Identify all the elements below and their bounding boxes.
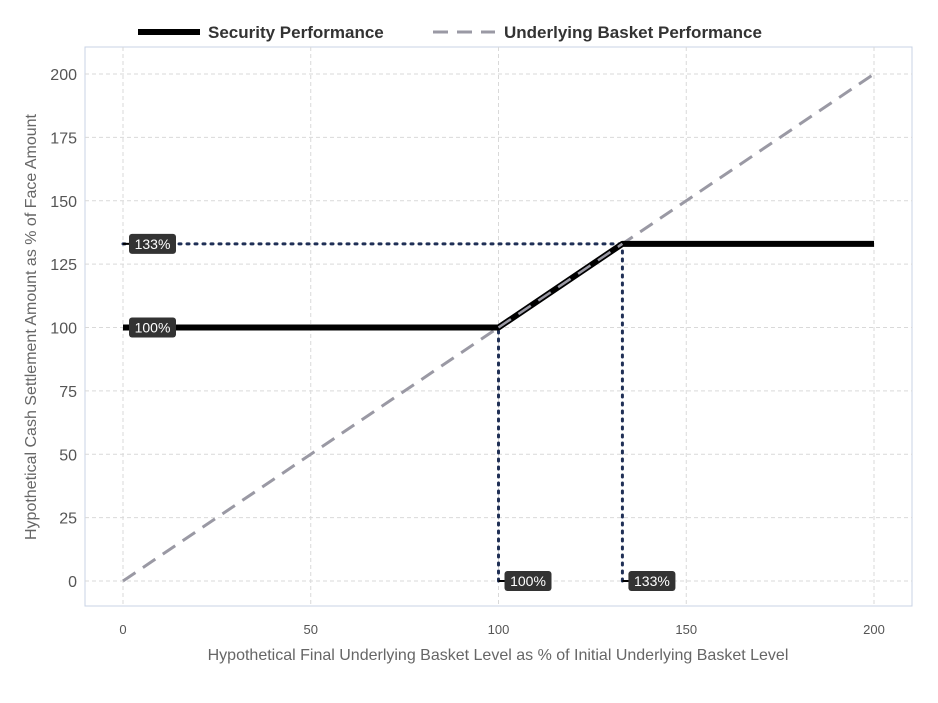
x-tick-label: 150 — [675, 622, 697, 637]
series-line-basket — [122, 72, 875, 583]
tick-labels: 0 25 50 75 100 125 150 175 200 0 50 100 150 200 — [50, 67, 885, 637]
y-tick-label: 75 — [59, 384, 77, 401]
x-axis-title: Hypothetical Final Underlying Basket Lev… — [208, 647, 789, 664]
annotation-label: 133% — [634, 573, 670, 589]
annotation-box — [628, 571, 676, 591]
x-tick-label: 100 — [488, 622, 510, 637]
legend-label-security: Security Performance — [208, 23, 384, 42]
annotation-label: 100% — [510, 573, 546, 589]
y-tick-label: 0 — [68, 574, 77, 591]
legend: Security Performance Underlying Basket P… — [138, 23, 762, 42]
y-tick-label: 200 — [50, 67, 77, 84]
legend-label-basket: Underlying Basket Performance — [504, 23, 762, 42]
x-tick-label: 0 — [119, 622, 126, 637]
series-overlap-basket — [497, 242, 624, 329]
reference-lines — [121, 242, 624, 583]
y-tick-label: 100 — [50, 321, 77, 338]
annotation-label: 100% — [135, 320, 171, 336]
x-tick-label: 200 — [863, 622, 885, 637]
y-tick-label: 50 — [59, 447, 77, 464]
annotations: 133% 100% 100% 133% — [123, 233, 676, 591]
y-tick-label: 150 — [50, 194, 77, 211]
y-tick-label: 175 — [50, 130, 77, 147]
x-tick-label: 50 — [304, 622, 318, 637]
y-axis-title: Hypothetical Cash Settlement Amount as %… — [23, 113, 40, 540]
series-lines — [122, 72, 875, 583]
annotation-box — [504, 571, 552, 591]
y-tick-label: 25 — [59, 511, 77, 528]
y-tick-label: 125 — [50, 257, 77, 274]
annotation-box — [129, 233, 176, 254]
annotation-label: 133% — [135, 236, 171, 252]
annotation-box — [129, 317, 176, 338]
